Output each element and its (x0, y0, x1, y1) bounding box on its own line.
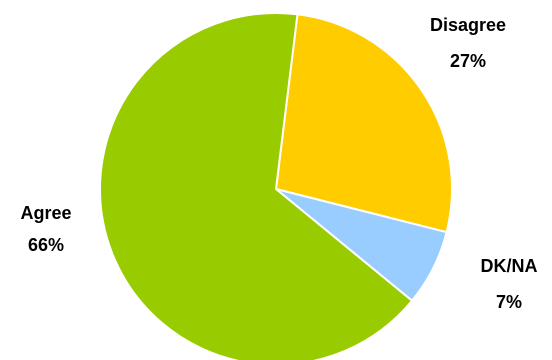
label-dkna-value: 7% (496, 292, 522, 312)
label-agree-name: Agree (20, 203, 71, 223)
slice-disagree (275, 13, 453, 234)
slice-agree (99, 11, 413, 360)
label-disagree-value: 27% (450, 51, 486, 71)
label-disagree-name: Disagree (430, 15, 506, 35)
label-agree-value: 66% (28, 235, 64, 255)
pie-slices (99, 11, 453, 360)
label-dkna-name: DK/NA (481, 256, 538, 276)
